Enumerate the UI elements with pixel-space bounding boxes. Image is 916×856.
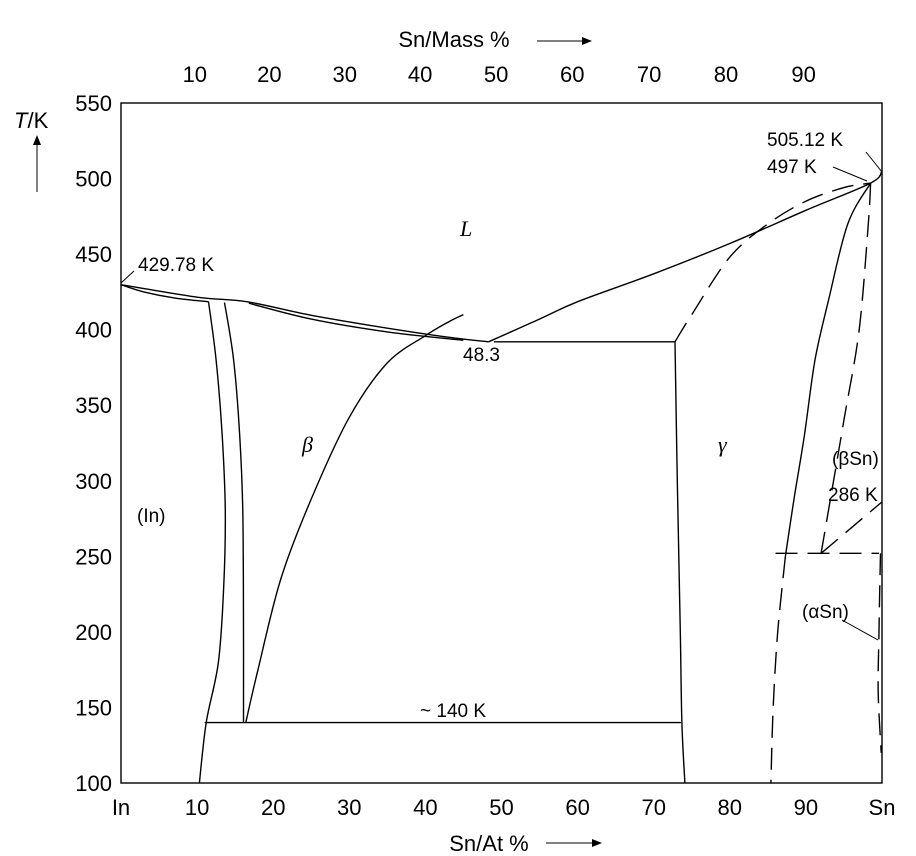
axis-ticks: In 10 20 30 40 50 60 70 80 90 Sn 10 20 30 40 50 60 70 80 90… bbox=[75, 62, 895, 820]
left-axis-arrow bbox=[33, 135, 41, 192]
leader-505 bbox=[865, 151, 883, 173]
leader-429 bbox=[120, 270, 135, 284]
curve-beta-boundary bbox=[245, 313, 464, 723]
phase-liquid-label: L bbox=[459, 216, 472, 241]
phase-boundaries bbox=[120, 170, 883, 784]
top-tick-label: 10 bbox=[183, 62, 207, 87]
left-tick-label: 400 bbox=[75, 318, 112, 343]
eutectic-comp-label: 48.3 bbox=[463, 345, 500, 366]
curve-in-solvus-right bbox=[223, 302, 245, 723]
phase-beta-sn-label: (βSn) bbox=[832, 449, 879, 470]
left-tick-label: 100 bbox=[75, 771, 112, 796]
left-axis-label: T/K bbox=[14, 108, 49, 133]
left-tick-label: 250 bbox=[75, 544, 112, 569]
curve-beta-sn-dashed-lower bbox=[770, 556, 787, 784]
bottom-tick-label: 10 bbox=[185, 795, 209, 820]
left-tick-label: 550 bbox=[75, 91, 112, 116]
curve-solidus-in-beta bbox=[248, 302, 464, 341]
curve-in-solvus-left bbox=[198, 301, 227, 784]
bottom-axis-arrow bbox=[546, 839, 602, 847]
bottom-tick-label: 30 bbox=[337, 795, 361, 820]
bottom-tick-label: 20 bbox=[261, 795, 285, 820]
bottom-tick-label: 80 bbox=[718, 795, 742, 820]
left-axis-label-italic: T bbox=[14, 108, 29, 133]
bottom-tick-label: 70 bbox=[641, 795, 665, 820]
top-tick-label: 60 bbox=[560, 62, 584, 87]
left-axis-label-rest: /K bbox=[27, 108, 48, 133]
phase-gamma-label: γ bbox=[718, 432, 728, 457]
curve-liquidus-in bbox=[120, 284, 489, 343]
curve-gamma-left bbox=[674, 341, 686, 784]
top-tick-label: 20 bbox=[257, 62, 281, 87]
curve-solidus-in-upper bbox=[120, 284, 209, 303]
top-axis-arrow bbox=[537, 37, 592, 45]
top-tick-label: 40 bbox=[408, 62, 432, 87]
left-tick-label: 500 bbox=[75, 167, 112, 192]
curve-alpha-sn-dashed bbox=[877, 553, 882, 753]
left-tick-label: 150 bbox=[75, 695, 112, 720]
bottom-tick-label: 40 bbox=[413, 795, 437, 820]
phase-indium-label: (In) bbox=[137, 506, 166, 527]
curve-liquidus-sn bbox=[488, 170, 883, 343]
curve-beta-sn-solidus bbox=[784, 182, 872, 557]
bottom-tick-label: In bbox=[112, 795, 130, 820]
bottom-tick-label: 50 bbox=[489, 795, 513, 820]
curve-sn-allotropic-dashed bbox=[820, 501, 883, 554]
peritectic-label: 497 K bbox=[767, 157, 817, 178]
phase-beta-label: β bbox=[301, 432, 313, 457]
bottom-tick-label: 60 bbox=[565, 795, 589, 820]
curve-sn-solvus-dashed bbox=[820, 183, 872, 554]
top-tick-label: 90 bbox=[791, 62, 815, 87]
left-tick-label: 450 bbox=[75, 242, 112, 267]
bottom-axis-label: Sn/At % bbox=[449, 831, 528, 856]
left-tick-label: 200 bbox=[75, 620, 112, 645]
low-temp-label: ~ 140 K bbox=[420, 701, 486, 722]
left-tick-label: 300 bbox=[75, 469, 112, 494]
svg-text:T/K: T/K bbox=[14, 108, 49, 133]
leader-alpha-sn bbox=[841, 619, 879, 641]
phase-alpha-sn-label: (αSn) bbox=[802, 602, 849, 623]
top-tick-label: 80 bbox=[714, 62, 738, 87]
top-tick-label: 30 bbox=[332, 62, 356, 87]
top-tick-label: 50 bbox=[484, 62, 508, 87]
bottom-tick-label: Sn bbox=[869, 795, 896, 820]
annotation-leaders bbox=[120, 151, 883, 641]
in-melting-label: 429.78 K bbox=[138, 255, 214, 276]
bottom-tick-label: 90 bbox=[794, 795, 818, 820]
curve-gamma-right-dashed bbox=[674, 182, 871, 343]
allotropic-label: 286 K bbox=[828, 485, 878, 506]
plot-frame bbox=[120, 102, 883, 784]
sn-melting-label: 505.12 K bbox=[767, 130, 843, 151]
top-tick-label: 70 bbox=[637, 62, 661, 87]
top-axis-label: Sn/Mass % bbox=[398, 27, 509, 52]
leader-497 bbox=[832, 166, 868, 182]
left-tick-label: 350 bbox=[75, 393, 112, 418]
